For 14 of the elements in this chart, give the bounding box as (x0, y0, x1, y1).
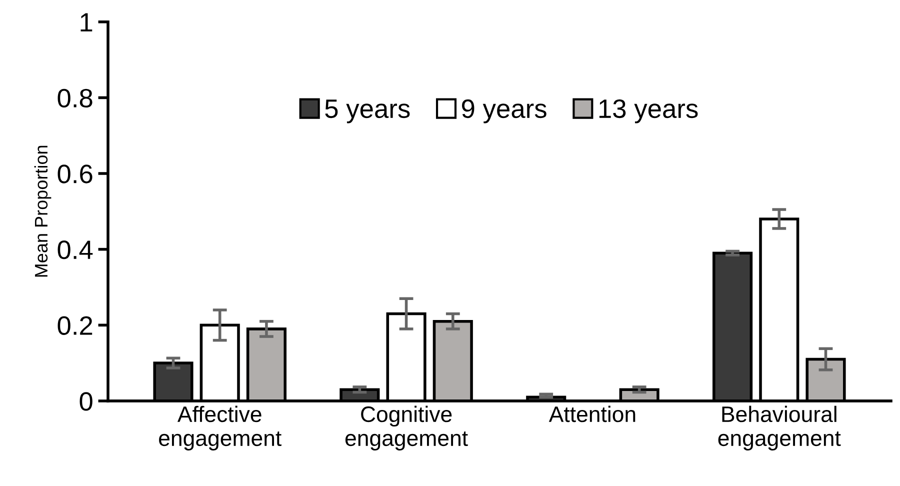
x-tick-label: Affective engagement (159, 406, 282, 450)
x-tick-label: Cognitive engagement (345, 406, 468, 450)
x-tick-label: Attention (548, 406, 636, 422)
y-tick-label: 0.4 (58, 240, 93, 260)
y-tick-label: 1 (80, 13, 92, 32)
y-tick-label: 0 (80, 392, 92, 411)
legend-label: 5 years (325, 100, 410, 124)
y-axis-title: Mean Proportion (34, 146, 52, 277)
y-tick-label: 0.2 (58, 316, 92, 335)
legend-label: 9 years (462, 99, 546, 124)
x-tick-label: Behavioural engagement (718, 406, 841, 450)
legend-label: 13 years (599, 99, 698, 124)
y-tick-label: 0.6 (58, 164, 92, 184)
y-tick-label: 0.8 (58, 88, 92, 108)
